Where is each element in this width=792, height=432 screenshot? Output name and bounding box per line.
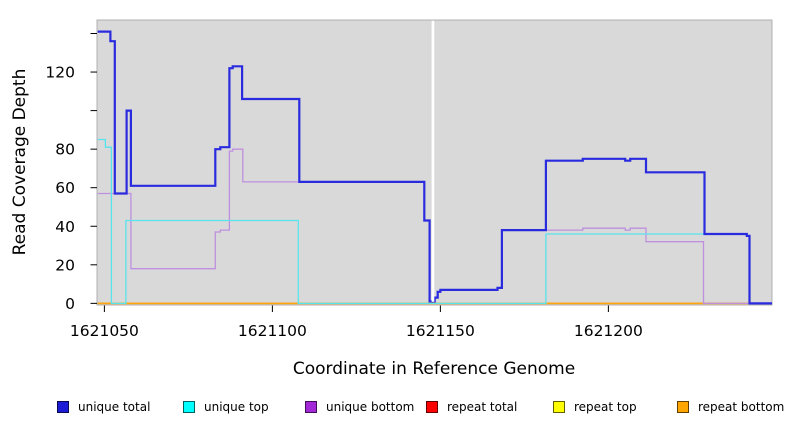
y-tick-label: 60: [55, 179, 75, 197]
missing-data-gap: [431, 20, 435, 302]
x-tick-label: 1621150: [406, 322, 475, 340]
legend-swatch-unique-bottom: [305, 401, 317, 413]
legend-swatch-unique-top: [183, 401, 195, 413]
legend-item-unique-total: unique total: [57, 400, 150, 414]
legend-swatch-repeat-bottom: [677, 401, 689, 413]
y-tick-label: 0: [65, 295, 75, 313]
legend-label-repeat-top: repeat top: [574, 400, 637, 414]
legend-item-repeat-total: repeat total: [426, 400, 517, 414]
legend-item-unique-top: unique top: [183, 400, 269, 414]
y-tick-label: 20: [55, 256, 75, 274]
x-tick-label: 1621100: [238, 322, 307, 340]
legend-swatch-repeat-top: [553, 401, 565, 413]
legend-label-repeat-total: repeat total: [447, 400, 518, 414]
legend-label-repeat-bottom: repeat bottom: [698, 400, 785, 414]
legend-item-repeat-top: repeat top: [553, 400, 637, 414]
legend-label-unique-bottom: unique bottom: [326, 400, 415, 414]
legend-swatch-repeat-total: [426, 401, 438, 413]
x-axis-title: Coordinate in Reference Genome: [293, 359, 575, 379]
y-tick-label: 40: [55, 218, 75, 236]
y-tick-label: 80: [55, 141, 75, 159]
legend-label-unique-total: unique total: [78, 400, 151, 414]
y-axis-title: Read Coverage Depth: [10, 69, 30, 256]
series-line-unique-total: [97, 30, 772, 305]
legend-swatch-unique-total: [57, 401, 69, 413]
y-tick-label: 120: [45, 64, 75, 82]
plot-panel: [96, 19, 773, 306]
legend-item-repeat-bottom: repeat bottom: [677, 400, 784, 414]
legend-label-unique-top: unique top: [204, 400, 269, 414]
x-tick-label: 1621200: [574, 322, 643, 340]
legend-item-unique-bottom: unique bottom: [305, 400, 414, 414]
series-group: [97, 20, 772, 305]
x-tick-label: 1621050: [70, 322, 139, 340]
legend: unique total unique top unique bottom repea…: [0, 400, 792, 418]
